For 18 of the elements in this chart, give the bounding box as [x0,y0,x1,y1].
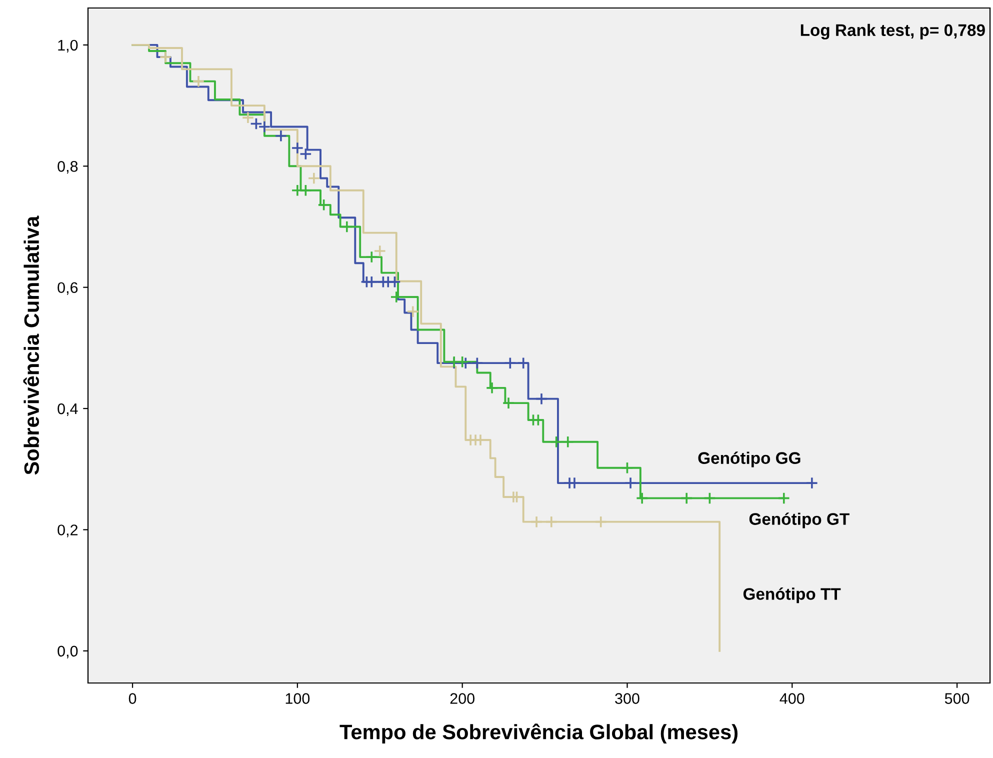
series-label: Genótipo TT [743,587,841,604]
y-tick-label: 0,4 [58,403,78,416]
x-tick-label: 0 [128,693,136,704]
y-tick-label: 1,0 [58,40,78,52]
y-tick-label: 0,6 [58,282,78,295]
y-axis-title: Sobrevivência Cumulativa [23,216,40,475]
x-axis-title: Tempo de Sobrevivência Global (meses) [340,724,738,744]
y-tick-label: 0,2 [58,524,78,538]
x-tick-label: 300 [615,693,640,704]
x-tick-label: 400 [780,693,804,704]
series-label: Genótipo GG [698,452,800,468]
y-tick-label: 0,0 [58,646,78,658]
annotation: Log Rank test, p= 0,789 [800,24,985,40]
x-tick-label: 100 [286,693,310,704]
series-label: Genótipo GT [749,512,850,528]
x-tick-label: 500 [944,693,970,704]
y-tick-label: 0,8 [58,161,78,174]
x-tick-label: 200 [450,693,474,704]
